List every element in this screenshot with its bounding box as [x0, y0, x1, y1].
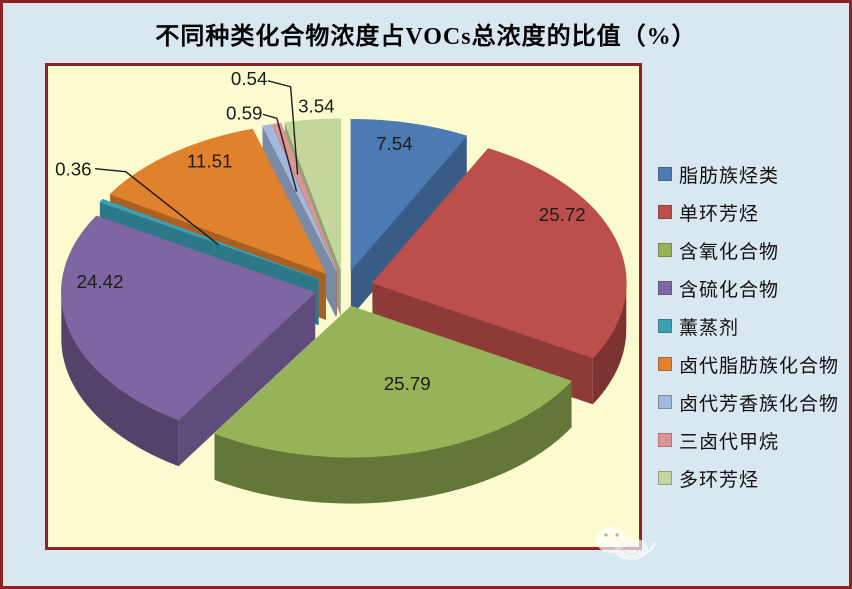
leader-line	[262, 113, 298, 192]
leader-line	[267, 80, 299, 175]
data-label: 25.79	[384, 373, 431, 394]
legend-item: 含氧化合物	[658, 231, 849, 269]
legend-item: 多环芳烃	[658, 459, 849, 497]
legend-swatch	[658, 319, 672, 333]
data-label: 11.51	[187, 151, 233, 172]
data-label: 24.42	[77, 271, 124, 292]
data-label: 0.36	[55, 159, 92, 180]
legend-item: 卤代脂肪族化合物	[658, 345, 849, 383]
legend-item: 脂肪族烃类	[658, 155, 849, 193]
legend-swatch	[658, 167, 672, 181]
data-label: 3.54	[298, 95, 335, 116]
legend-item: 薰蒸剂	[658, 307, 849, 345]
legend-swatch	[658, 433, 672, 447]
pie-chart-svg: 7.54 25.72 25.79 24.42 0.36 11.51 0.59 0.54 3.54	[55, 68, 627, 504]
legend-item: 单环芳烃	[658, 193, 849, 231]
legend-label: 多环芳烃	[679, 469, 760, 491]
legend-swatch	[658, 205, 672, 219]
data-label: 25.72	[539, 204, 586, 225]
legend-item: 卤代芳香族化合物	[658, 383, 849, 421]
legend: 脂肪族烃类单环芳烃含氧化合物含硫化合物薰蒸剂卤代脂肪族化合物 卤代芳香族化合物 三卤…	[658, 155, 849, 497]
legend-swatch	[658, 357, 672, 371]
legend-label: 脂肪族烃类	[679, 165, 780, 187]
legend-label: 含氧化合物	[679, 241, 780, 263]
data-label: 0.54	[231, 68, 268, 89]
legend-swatch	[658, 471, 672, 485]
pie-slice	[350, 118, 468, 317]
legend-label: 含硫化合物	[679, 279, 780, 301]
legend-swatch	[658, 243, 672, 257]
legend-swatch	[658, 395, 672, 409]
legend-label: 三卤代甲烷	[679, 431, 780, 453]
legend-label: 卤代脂肪族化合物	[679, 355, 840, 377]
legend-swatch	[658, 281, 672, 295]
legend-item: 三卤代甲烷	[658, 421, 849, 459]
legend-item: 含硫化合物	[658, 269, 849, 307]
plot-area: 7.54 25.72 25.79 24.42 0.36 11.51 0.59 0.54 3.54	[45, 63, 642, 550]
data-label: 0.59	[226, 102, 263, 123]
data-label: 7.54	[376, 133, 413, 154]
legend-label: 卤代芳香族化合物	[679, 393, 840, 415]
chart-title: 不同种类化合物浓度占VOCs总浓度的比值（%）	[155, 24, 697, 50]
legend-label: 薰蒸剂	[679, 317, 740, 339]
pie-slice	[61, 215, 316, 467]
legend-label: 单环芳烃	[679, 203, 760, 225]
leader-line	[95, 168, 219, 246]
pie-slice	[213, 305, 573, 504]
